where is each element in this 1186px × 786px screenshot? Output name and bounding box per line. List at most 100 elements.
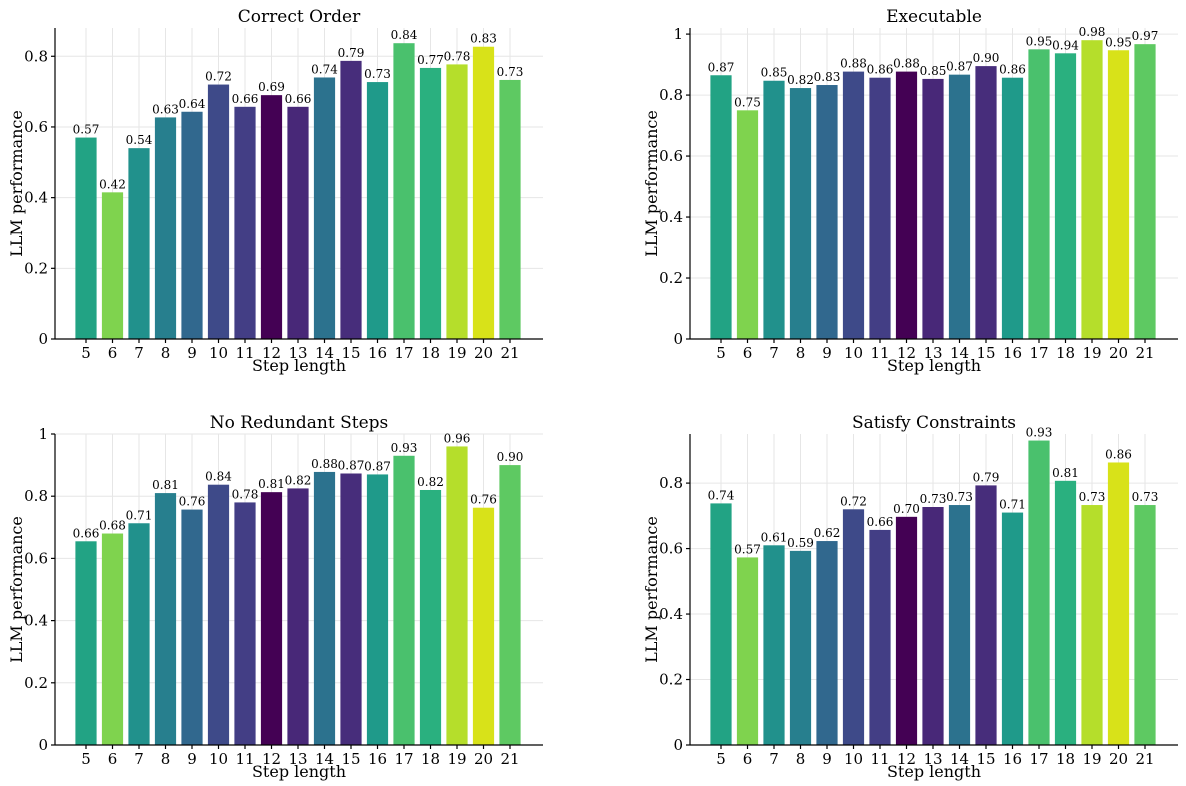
x-tick-label: 11 xyxy=(235,750,254,768)
x-axis-label: Step length xyxy=(252,356,346,375)
bar-12 xyxy=(260,95,283,339)
bar-value-label: 0.54 xyxy=(126,133,153,147)
bar-9 xyxy=(816,541,838,745)
bar-8 xyxy=(789,550,812,745)
bar-value-label: 0.63 xyxy=(152,102,179,116)
bar-value-label: 0.88 xyxy=(840,57,867,71)
bar-14 xyxy=(948,74,971,340)
bar-value-label: 0.86 xyxy=(999,63,1026,77)
y-tick-label: 0.4 xyxy=(659,208,683,226)
bar-5 xyxy=(75,137,97,339)
bar-value-label: 0.79 xyxy=(338,46,365,60)
bar-value-label: 0.57 xyxy=(73,123,100,137)
bar-7 xyxy=(128,523,150,745)
bar-16 xyxy=(366,474,389,745)
bar-value-label: 0.90 xyxy=(497,450,524,464)
bar-value-label: 0.95 xyxy=(1105,35,1132,49)
bar-value-label: 0.66 xyxy=(285,92,312,106)
y-tick-label: 0.6 xyxy=(24,118,48,136)
bar-15 xyxy=(340,60,362,340)
bar-5 xyxy=(710,503,732,745)
x-tick-label: 12 xyxy=(897,344,916,362)
bar-18 xyxy=(419,67,442,339)
bar-8 xyxy=(154,117,177,339)
x-tick-label: 9 xyxy=(822,750,832,768)
bar-value-label: 0.88 xyxy=(311,457,338,471)
bar-21 xyxy=(499,79,521,339)
x-axis-label: Step length xyxy=(887,356,981,375)
bar-18 xyxy=(1054,480,1077,745)
bar-6 xyxy=(736,557,759,745)
bar-18 xyxy=(419,489,442,745)
x-tick-label: 21 xyxy=(1135,344,1154,362)
x-tick-label: 16 xyxy=(1003,344,1022,362)
x-tick-label: 5 xyxy=(716,344,726,362)
y-tick-label: 0.6 xyxy=(24,549,48,567)
y-tick-label: 0.6 xyxy=(659,147,683,165)
bar-value-label: 0.42 xyxy=(99,177,126,191)
bar-10 xyxy=(842,71,865,339)
bar-9 xyxy=(816,85,838,340)
x-tick-label: 5 xyxy=(716,750,726,768)
x-tick-label: 14 xyxy=(950,344,969,362)
bar-value-label: 0.85 xyxy=(920,64,947,78)
bar-14 xyxy=(948,505,971,745)
bar-value-label: 0.78 xyxy=(232,487,259,501)
bar-20 xyxy=(1107,50,1130,339)
bar-value-label: 0.81 xyxy=(258,477,285,491)
x-tick-label: 10 xyxy=(844,750,863,768)
x-tick-label: 6 xyxy=(743,344,753,362)
bar-value-label: 0.81 xyxy=(152,478,179,492)
x-tick-label: 12 xyxy=(262,750,281,768)
bar-value-label: 0.87 xyxy=(338,458,365,472)
bar-16 xyxy=(366,82,389,339)
bar-17 xyxy=(393,455,415,745)
bar-value-label: 0.59 xyxy=(787,536,814,550)
bar-6 xyxy=(101,192,124,339)
x-tick-label: 5 xyxy=(81,750,91,768)
chart-panel-3: 0.660.680.710.810.760.840.780.81 0.820.88… xyxy=(7,413,543,781)
bar-value-label: 0.61 xyxy=(761,530,788,544)
bar-13 xyxy=(922,78,944,339)
x-tick-label: 7 xyxy=(134,344,144,362)
bar-9 xyxy=(181,111,203,339)
bar-10 xyxy=(842,509,865,745)
bar-11 xyxy=(869,529,891,745)
y-axis-label: LLM performance xyxy=(7,516,26,663)
x-tick-label: 16 xyxy=(1003,750,1022,768)
bar-12 xyxy=(895,516,918,745)
bar-value-label: 0.82 xyxy=(285,473,312,487)
x-tick-label: 8 xyxy=(796,344,806,362)
x-tick-label: 7 xyxy=(134,750,144,768)
x-tick-label: 12 xyxy=(897,750,916,768)
bar-5 xyxy=(75,541,97,745)
bar-value-label: 0.84 xyxy=(391,28,418,42)
bar-8 xyxy=(154,493,177,745)
x-tick-label: 10 xyxy=(209,750,228,768)
x-tick-label: 14 xyxy=(315,750,334,768)
bar-value-label: 0.93 xyxy=(1026,426,1053,440)
chart-title: Correct Order xyxy=(238,7,361,27)
y-tick-label: 0 xyxy=(673,330,683,348)
bar-value-label: 0.84 xyxy=(205,470,232,484)
bar-value-label: 0.57 xyxy=(734,542,761,556)
y-tick-label: 0.2 xyxy=(659,671,683,689)
bar-value-label: 0.86 xyxy=(1105,447,1132,461)
bar-15 xyxy=(340,473,362,745)
y-tick-label: 0.2 xyxy=(659,269,683,287)
x-tick-label: 18 xyxy=(421,344,440,362)
bar-15 xyxy=(975,66,997,340)
x-tick-label: 21 xyxy=(500,344,519,362)
bar-value-label: 0.70 xyxy=(893,502,920,516)
bar-value-label: 0.73 xyxy=(1079,490,1106,504)
x-tick-label: 19 xyxy=(447,750,466,768)
x-tick-label: 13 xyxy=(923,344,942,362)
x-tick-label: 19 xyxy=(1082,344,1101,362)
chart-title: No Redundant Steps xyxy=(210,413,389,433)
bar-18 xyxy=(1054,53,1077,340)
x-tick-label: 18 xyxy=(1056,750,1075,768)
y-tick-label: 0.8 xyxy=(24,487,48,505)
x-tick-label: 9 xyxy=(187,344,197,362)
y-tick-label: 0.6 xyxy=(659,540,683,558)
